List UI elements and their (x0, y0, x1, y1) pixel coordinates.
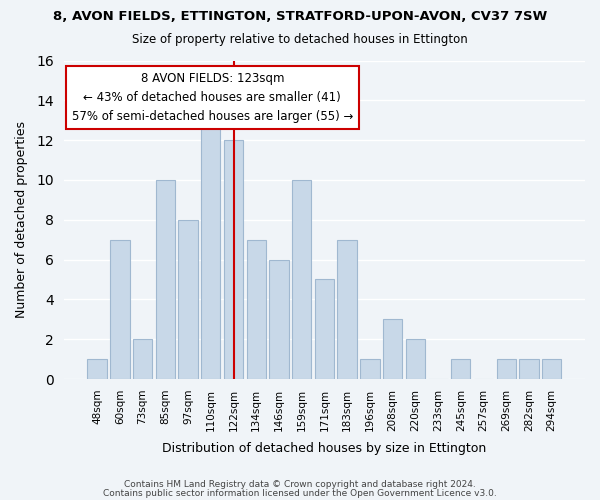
Bar (155, 180, 175, 379)
Bar (337, 240, 357, 379)
Bar (247, 240, 266, 379)
Bar (383, 320, 402, 379)
Y-axis label: Number of detached properties: Number of detached properties (15, 122, 28, 318)
Bar (519, 359, 539, 379)
Bar (292, 180, 311, 379)
Bar (110, 240, 130, 379)
Bar (497, 359, 516, 379)
Bar (178, 220, 198, 379)
Bar (224, 140, 243, 379)
X-axis label: Distribution of detached houses by size in Ettington: Distribution of detached houses by size … (162, 442, 487, 455)
Bar (88, 359, 107, 379)
Bar (201, 120, 220, 379)
Text: 8, AVON FIELDS, ETTINGTON, STRATFORD-UPON-AVON, CV37 7SW: 8, AVON FIELDS, ETTINGTON, STRATFORD-UPO… (53, 10, 547, 23)
Text: Contains public sector information licensed under the Open Government Licence v3: Contains public sector information licen… (103, 488, 497, 498)
Bar (542, 359, 562, 379)
Text: Contains HM Land Registry data © Crown copyright and database right 2024.: Contains HM Land Registry data © Crown c… (124, 480, 476, 489)
Text: 8 AVON FIELDS: 123sqm
← 43% of detached houses are smaller (41)
57% of semi-deta: 8 AVON FIELDS: 123sqm ← 43% of detached … (71, 72, 353, 122)
Bar (269, 260, 289, 379)
Bar (315, 280, 334, 379)
Bar (451, 359, 470, 379)
Bar (133, 339, 152, 379)
Text: Size of property relative to detached houses in Ettington: Size of property relative to detached ho… (132, 32, 468, 46)
Bar (406, 339, 425, 379)
Bar (360, 359, 380, 379)
